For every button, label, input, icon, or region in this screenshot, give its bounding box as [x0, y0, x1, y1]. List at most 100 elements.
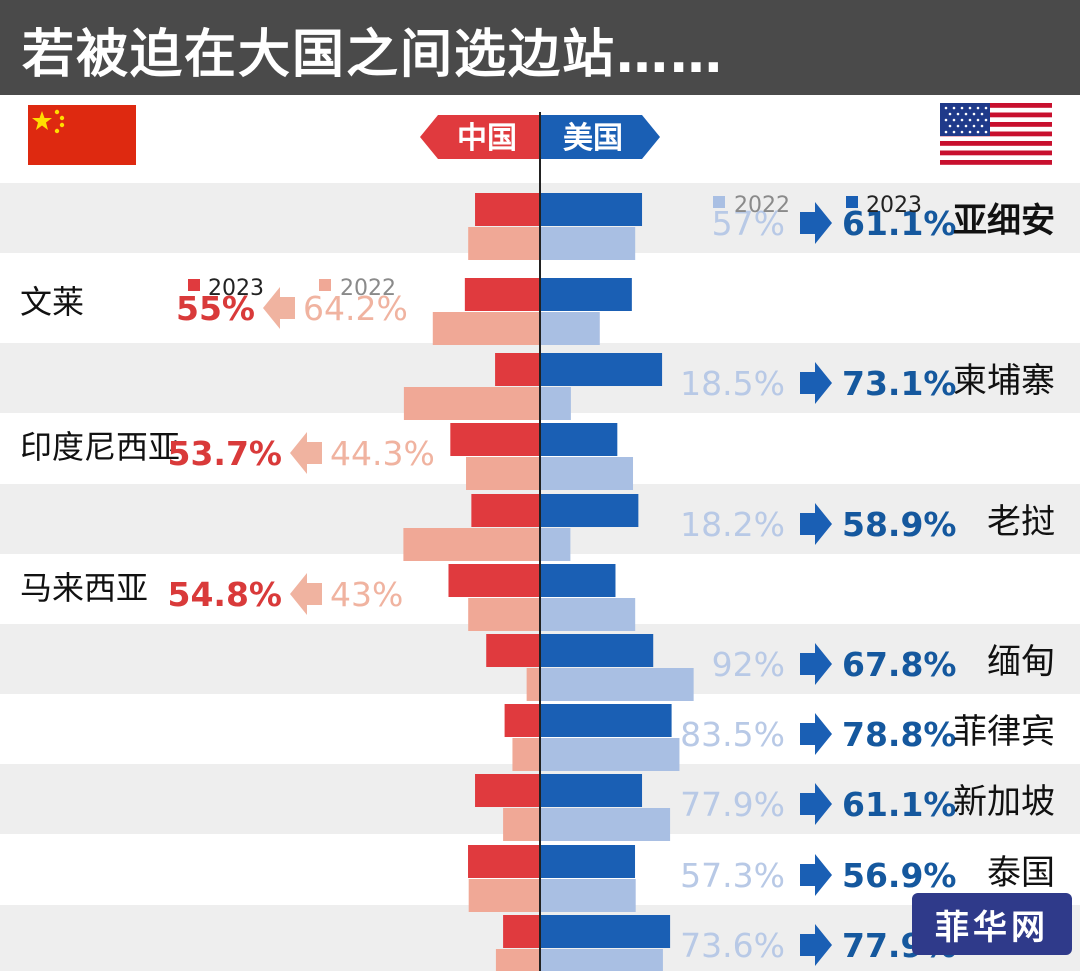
china-tab-label: 中国: [457, 121, 517, 156]
bar-china-2023: [448, 564, 540, 597]
bar-usa-2022: [540, 227, 636, 260]
legend-china-2022-swatch: [319, 279, 331, 291]
bar-china-2023: [495, 353, 540, 386]
country-label: 文莱: [20, 283, 84, 321]
bar-usa-2022: [540, 528, 571, 561]
bar-china-2023: [471, 494, 540, 527]
label-china-2023: 53.7%: [168, 434, 283, 473]
bar-china-2022: [403, 528, 540, 561]
label-usa-2022: 57.3%: [680, 856, 785, 895]
arrow-right-icon: [800, 202, 832, 244]
usa-tab-label: 美国: [563, 121, 623, 156]
country-label: 柬埔寨: [953, 361, 1055, 401]
arrow-left-icon: [263, 287, 295, 329]
label-usa-2022: 73.6%: [680, 926, 785, 965]
arrow-right-icon: [800, 643, 832, 685]
bar-china-2022: [432, 312, 540, 345]
bar-china-2023: [450, 423, 540, 456]
legend-usa-2022-swatch: [713, 196, 725, 208]
bar-china-2022: [468, 879, 540, 912]
bar-usa-2023: [540, 193, 643, 226]
china-flag-icon: [28, 105, 136, 165]
bar-usa-2023: [540, 634, 654, 667]
chart-title: 若被迫在大国之间选边站……: [22, 25, 725, 85]
bar-china-2022: [503, 808, 540, 841]
label-usa-2023: 61.1%: [842, 204, 957, 243]
legend-china-2022-label: 2022: [340, 276, 396, 301]
arrow-left-icon: [290, 432, 322, 474]
usa-tab: [540, 115, 660, 159]
label-usa-2023: 58.9%: [842, 505, 957, 544]
bar-china-2022: [466, 457, 540, 490]
label-china-2023: 54.8%: [168, 575, 283, 614]
bar-china-2022: [468, 598, 540, 631]
country-label: 印度尼西亚: [20, 428, 180, 466]
bar-china-2023: [503, 915, 540, 948]
label-china-2022: 43%: [330, 575, 403, 614]
bar-usa-2023: [540, 564, 616, 597]
bar-china-2023: [486, 634, 540, 667]
bar-usa-2023: [540, 353, 663, 386]
legend-china-2023-label: 2023: [208, 276, 264, 301]
bar-usa-2023: [540, 494, 639, 527]
country-label: 缅甸: [987, 642, 1055, 682]
bar-usa-2022: [540, 457, 634, 490]
title-bar: 若被迫在大国之间选边站……: [0, 0, 1080, 95]
country-label: 泰国: [987, 853, 1055, 893]
bar-usa-2023: [540, 774, 643, 807]
bar-china-2023: [468, 845, 540, 878]
bar-usa-2022: [540, 312, 600, 345]
bar-usa-2022: [540, 598, 636, 631]
label-china-2023: 55%: [176, 289, 255, 328]
bar-china-2022: [526, 668, 540, 701]
bar-china-2022: [495, 949, 540, 971]
bar-usa-2022: [540, 808, 671, 841]
bar-usa-2023: [540, 278, 632, 311]
legend-usa-2023-label: 2023: [866, 193, 922, 218]
bar-china-2023: [504, 704, 540, 737]
bar-china-2022: [512, 738, 540, 771]
bar-china-2023: [464, 278, 540, 311]
us-flag-icon: [940, 103, 1052, 165]
label-usa-2023: 56.9%: [842, 856, 957, 895]
watermark-logo: 菲华网: [912, 893, 1072, 955]
country-label: 亚细安: [953, 201, 1055, 241]
label-usa-2022: 77.9%: [680, 785, 785, 824]
legend-china-2023-swatch: [188, 279, 200, 291]
label-usa-2022: 18.5%: [680, 364, 785, 403]
bar-china-2022: [403, 387, 540, 420]
arrow-right-icon: [800, 854, 832, 896]
bar-usa-2023: [540, 845, 636, 878]
bar-china-2022: [468, 227, 540, 260]
label-usa-2023: 61.1%: [842, 785, 957, 824]
label-usa-2023: 78.8%: [842, 715, 957, 754]
bar-usa-2023: [540, 704, 672, 737]
label-usa-2023: 67.8%: [842, 645, 957, 684]
arrow-right-icon: [800, 783, 832, 825]
label-usa-2023: 73.1%: [842, 364, 957, 403]
arrow-left-icon: [290, 573, 322, 615]
country-label: 马来西亚: [20, 569, 148, 607]
bar-usa-2022: [540, 949, 663, 971]
label-usa-2022: 18.2%: [680, 505, 785, 544]
label-usa-2022: 83.5%: [680, 715, 785, 754]
arrow-right-icon: [800, 503, 832, 545]
country-label: 新加坡: [953, 782, 1055, 822]
label-usa-2022: 92%: [712, 645, 785, 684]
arrow-right-icon: [800, 713, 832, 755]
label-china-2022: 64.2%: [303, 289, 408, 328]
arrow-right-icon: [800, 924, 832, 966]
label-china-2022: 44.3%: [330, 434, 435, 473]
arrow-right-icon: [800, 362, 832, 404]
legend-usa-2023-swatch: [846, 196, 858, 208]
bar-usa-2022: [540, 879, 636, 912]
country-label: 老挝: [987, 502, 1055, 542]
bar-usa-2023: [540, 423, 618, 456]
china-tab: [420, 115, 540, 159]
bar-usa-2022: [540, 387, 571, 420]
bar-china-2023: [475, 193, 540, 226]
bar-usa-2022: [540, 668, 694, 701]
bar-usa-2022: [540, 738, 680, 771]
label-usa-2022: 57%: [712, 204, 785, 243]
